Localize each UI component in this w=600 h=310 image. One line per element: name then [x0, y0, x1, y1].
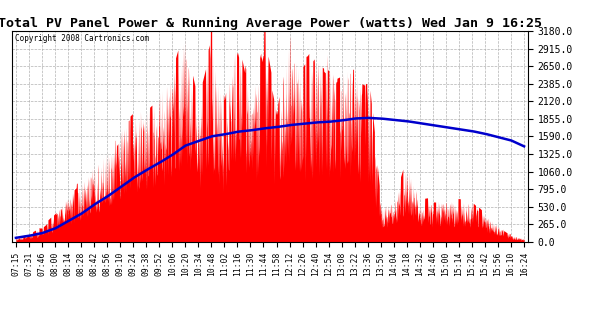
Text: Copyright 2008 Cartronics.com: Copyright 2008 Cartronics.com [14, 34, 149, 43]
Title: Total PV Panel Power & Running Average Power (watts) Wed Jan 9 16:25: Total PV Panel Power & Running Average P… [0, 17, 542, 30]
